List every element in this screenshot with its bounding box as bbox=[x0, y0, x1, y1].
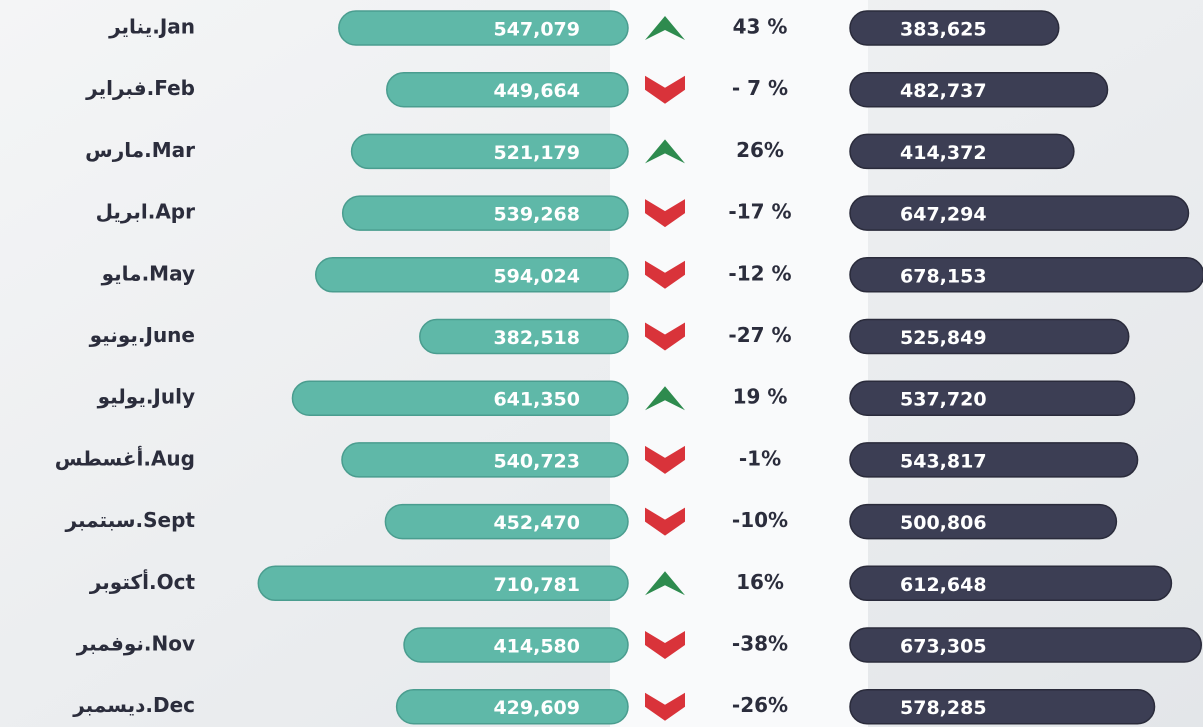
right-value-label: 612,648 bbox=[900, 574, 987, 596]
down-arrow bbox=[645, 199, 685, 228]
change-label: 43 % bbox=[733, 15, 788, 39]
month-label: ديسمبر.Dec bbox=[72, 693, 195, 717]
right-value-label: 678,153 bbox=[900, 265, 987, 287]
left-bar bbox=[341, 195, 629, 231]
change-label: -26% bbox=[732, 693, 788, 717]
right-bar bbox=[849, 503, 1118, 540]
left-bar bbox=[386, 71, 629, 108]
month-label: يوليو.July bbox=[97, 385, 195, 409]
left-value-label: 521,179 bbox=[493, 142, 580, 164]
up-arrow bbox=[645, 386, 685, 411]
left-value-label: 452,470 bbox=[493, 512, 580, 534]
down-arrow bbox=[645, 322, 685, 351]
change-label: - 7 % bbox=[732, 76, 788, 100]
left-value-label: 547,079 bbox=[493, 19, 580, 41]
right-bar bbox=[849, 133, 1075, 170]
change-label: 26% bbox=[736, 138, 784, 162]
left-value-label: 641,350 bbox=[493, 389, 580, 411]
right-value-label: 525,849 bbox=[900, 327, 987, 349]
left-bar bbox=[403, 627, 629, 663]
change-label: -17 % bbox=[728, 200, 791, 224]
month-label: نوفمبر.Nov bbox=[76, 632, 195, 656]
left-value-label: 710,781 bbox=[493, 574, 580, 596]
change-label: -38% bbox=[732, 632, 788, 656]
month-label: ابريل.Apr bbox=[96, 200, 196, 224]
right-bar bbox=[849, 195, 1190, 231]
right-bar bbox=[849, 627, 1203, 663]
right-bar bbox=[849, 380, 1136, 416]
right-bar bbox=[849, 442, 1139, 478]
left-bar bbox=[257, 565, 629, 602]
right-value-label: 578,285 bbox=[900, 697, 987, 719]
left-bar bbox=[341, 442, 629, 478]
left-value-label: 594,024 bbox=[493, 265, 580, 287]
right-bar bbox=[849, 10, 1060, 46]
right-bar bbox=[849, 565, 1173, 602]
left-value-label: 540,723 bbox=[493, 450, 580, 472]
month-label: مارس.Mar bbox=[85, 138, 195, 162]
month-label: سبتمبر.Sept bbox=[65, 508, 196, 532]
down-arrow bbox=[645, 75, 685, 104]
down-arrow bbox=[645, 507, 685, 536]
center-band bbox=[610, 0, 868, 727]
month-label: مايو.May bbox=[101, 261, 195, 285]
change-label: -1% bbox=[739, 446, 781, 470]
change-label: 19 % bbox=[733, 385, 788, 409]
right-value-label: 537,720 bbox=[900, 389, 987, 411]
right-bar bbox=[849, 318, 1130, 355]
month-label: يونيو.June bbox=[89, 323, 195, 347]
up-arrow bbox=[645, 571, 685, 596]
right-value-label: 414,372 bbox=[900, 142, 987, 164]
month-label: يناير.Jan bbox=[108, 15, 195, 39]
left-value-label: 414,580 bbox=[493, 636, 580, 658]
left-value-label: 449,664 bbox=[493, 80, 580, 102]
up-arrow bbox=[645, 16, 685, 40]
right-value-label: 673,305 bbox=[900, 636, 987, 658]
left-value-label: 539,268 bbox=[493, 204, 580, 226]
left-bar bbox=[384, 503, 629, 540]
right-bar bbox=[849, 688, 1156, 725]
left-bar bbox=[395, 688, 629, 725]
change-label: 16% bbox=[736, 570, 784, 594]
down-arrow bbox=[645, 692, 685, 721]
right-value-label: 482,737 bbox=[900, 80, 987, 102]
down-arrow bbox=[645, 260, 685, 289]
down-arrow bbox=[645, 631, 685, 659]
right-value-label: 543,817 bbox=[900, 450, 987, 472]
right-bar bbox=[849, 257, 1203, 293]
change-label: -12 % bbox=[728, 261, 791, 285]
up-arrow bbox=[645, 139, 685, 164]
change-label: -10% bbox=[732, 508, 788, 532]
right-value-label: 500,806 bbox=[900, 512, 987, 534]
right-value-label: 647,294 bbox=[900, 204, 987, 226]
left-value-label: 429,609 bbox=[493, 697, 580, 719]
right-value-label: 383,625 bbox=[900, 19, 987, 41]
left-bar bbox=[350, 133, 629, 170]
left-bar bbox=[338, 10, 629, 46]
left-bar bbox=[291, 380, 629, 416]
right-bar bbox=[849, 71, 1109, 108]
month-label: أغسطس.Aug bbox=[55, 444, 195, 470]
left-bar bbox=[314, 257, 629, 293]
left-value-label: 382,518 bbox=[493, 327, 580, 349]
down-arrow bbox=[645, 445, 685, 474]
month-label: فبراير.Feb bbox=[85, 76, 195, 100]
left-bar bbox=[419, 318, 629, 355]
month-label: أكتوبر.Oct bbox=[89, 568, 196, 594]
change-label: -27 % bbox=[728, 323, 791, 347]
